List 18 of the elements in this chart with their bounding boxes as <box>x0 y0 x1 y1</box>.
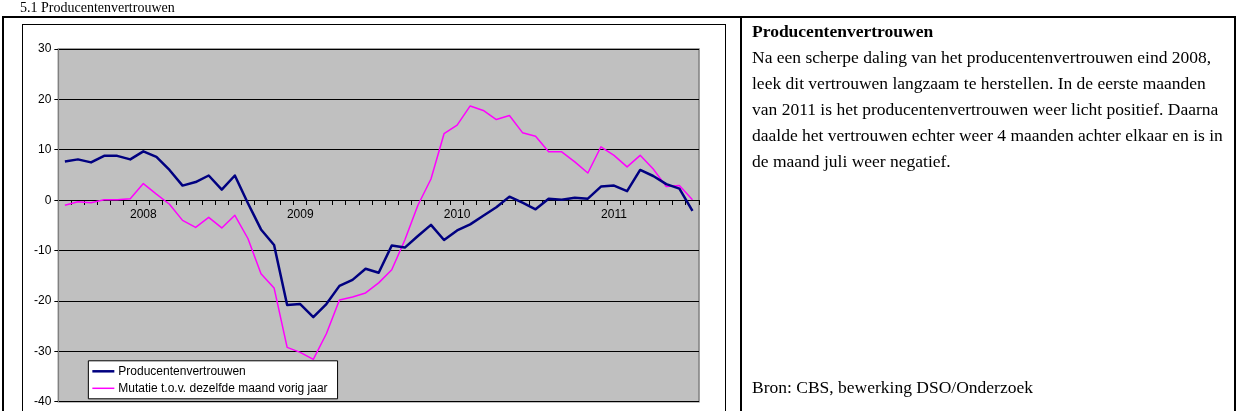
y-tick-label: -10 <box>34 242 52 257</box>
y-tick-label: -30 <box>34 343 52 358</box>
x-tick-label: 2008 <box>129 206 157 221</box>
x-tick-label: 2011 <box>601 206 628 221</box>
text: Bron: CBS, bewerking DSO/Onderzoek <box>752 376 1033 399</box>
chart-title: 5.1 Producentenvertrouwen <box>20 0 175 15</box>
x-tick-label: 2010 <box>443 206 471 221</box>
y-tick-label: 30 <box>37 41 52 56</box>
y-tick-label: -40 <box>34 394 52 409</box>
x-tick-label: 2009 <box>286 206 314 221</box>
text: Producentenvertrouwen <box>752 20 935 43</box>
y-tick-label: 20 <box>37 91 52 106</box>
y-tick-label: 10 <box>37 142 52 157</box>
y-tick-label: -20 <box>34 293 52 308</box>
legend-label: Mutatie t.o.v. dezelfde maand vorig jaar <box>118 380 328 395</box>
text: Na een scherpe daling van het producentenvertrouwen eind 2008, leek dit vertrouwen langzaam te herstellen. In de eerste maanden van 2011 is het producentenvertrouwen weer licht positief. Daarna daalde het vertrouwen echter weer 4 maanden achter elkaar en is in de maand juli weer negatief. <box>752 46 1224 173</box>
legend-label: Producentenvertrouwen <box>118 363 246 378</box>
y-tick-label: 0 <box>44 192 52 207</box>
